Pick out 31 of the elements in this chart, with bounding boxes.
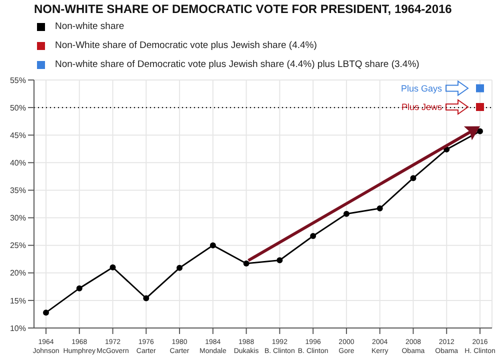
- point: [143, 295, 150, 302]
- point: [376, 205, 383, 212]
- y-tick-label: 50%: [10, 103, 26, 112]
- point: [476, 103, 484, 112]
- y-tick-label: 25%: [10, 241, 26, 250]
- point: [43, 310, 49, 316]
- y-tick-label: 45%: [10, 130, 26, 140]
- point: [210, 242, 216, 248]
- point: [176, 264, 183, 271]
- point: [477, 128, 483, 134]
- point: [410, 175, 416, 182]
- point: [76, 285, 82, 292]
- point: [310, 232, 316, 239]
- y-tick-label: 20%: [10, 268, 26, 278]
- y-tick-label: 15%: [10, 296, 26, 306]
- y-tick-label: 55%: [10, 76, 26, 85]
- y-tick-label: 10%: [10, 324, 26, 333]
- y-tick-label: 35%: [10, 186, 26, 196]
- point: [276, 257, 283, 264]
- y-tick-label: 30%: [10, 214, 26, 223]
- y-tick-label: 40%: [10, 158, 26, 168]
- legend-label: Non-white share: [55, 20, 124, 34]
- point: [110, 264, 116, 270]
- point: [343, 210, 350, 217]
- annotation: Plus Jews: [401, 102, 442, 112]
- chart-title: NON-WHITE SHARE OF DEMOCRATIC VOTE FOR PRESIDENT, 1964-2016: [34, 2, 452, 16]
- legend-label: Non-White share of Democratic vote plus Jewish share (4.4%): [55, 39, 317, 53]
- point: [476, 84, 484, 92]
- legend-label: Non-white share of Democratic vote plus Jewish share (4.4%) plus LBTQ share (3.4%): [55, 58, 420, 72]
- point: [243, 260, 250, 267]
- annotation: Plus Gays: [400, 83, 442, 94]
